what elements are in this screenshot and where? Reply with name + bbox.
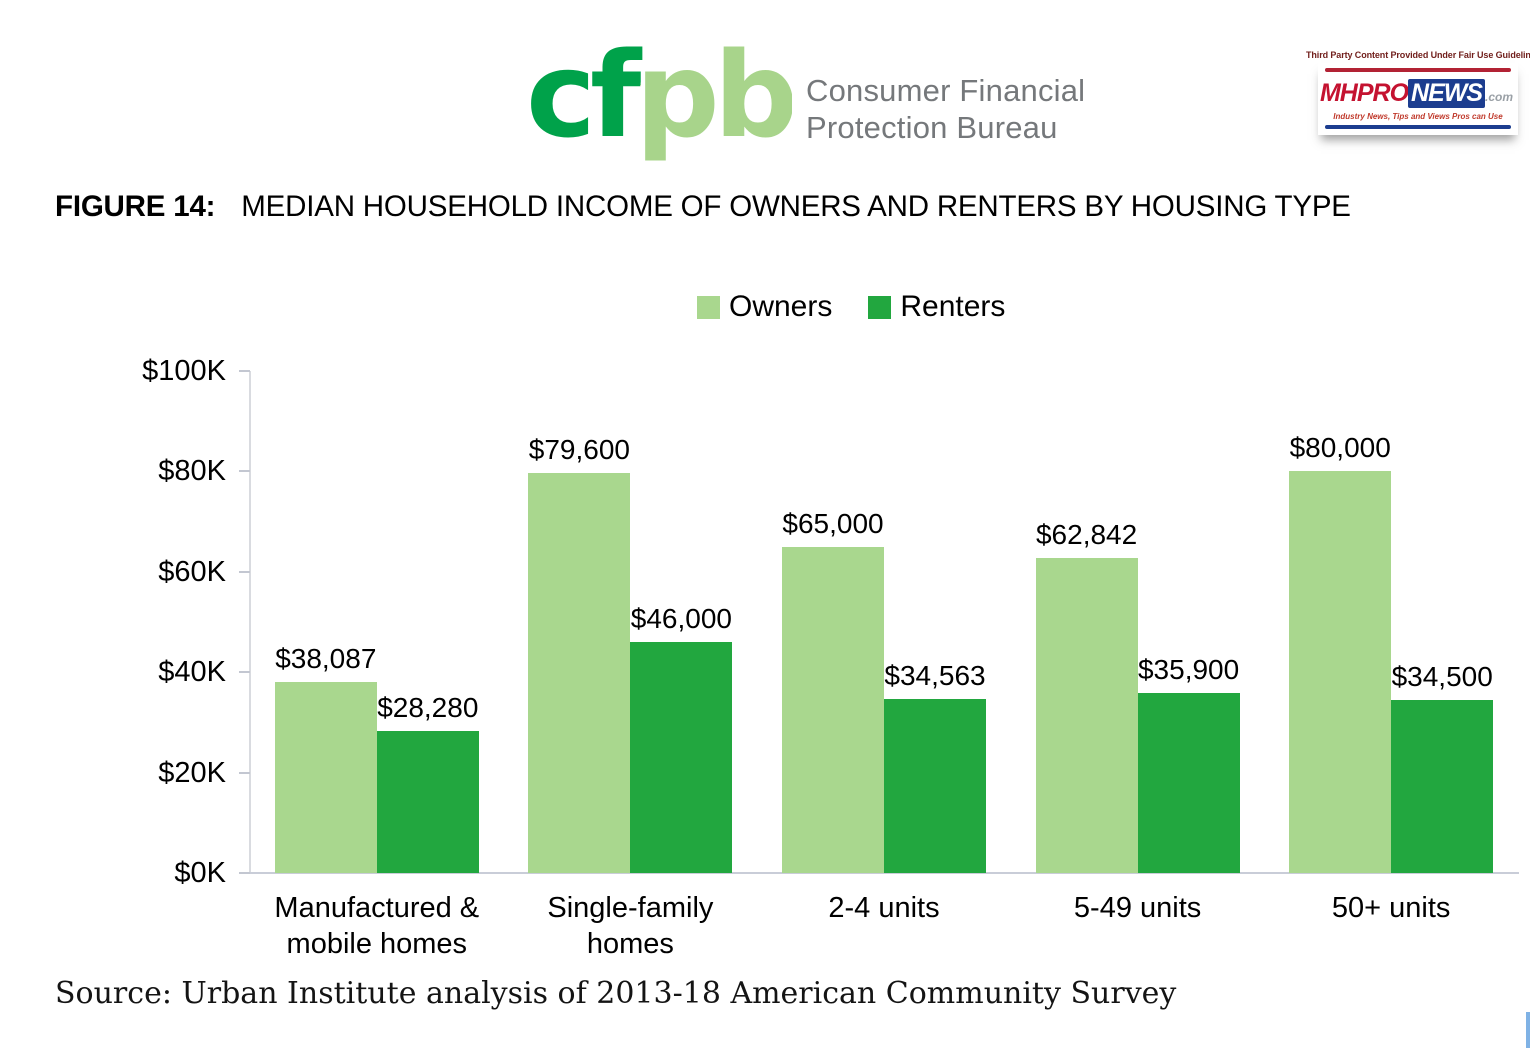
cfpb-logo-icon: cfpb xyxy=(526,20,798,170)
bar-owners-4 xyxy=(1289,471,1392,873)
mhpronews-tagline: Industry News, Tips and Views Pros can U… xyxy=(1333,112,1503,121)
y-tick-mark xyxy=(239,671,250,674)
figure-title-text: MEDIAN HOUSEHOLD INCOME OF OWNERS AND RE… xyxy=(241,190,1351,223)
category-label-line: 50+ units xyxy=(1331,892,1451,924)
mhpronews-mh: MH xyxy=(1319,79,1358,107)
bar-renters-0 xyxy=(376,731,479,873)
category-label-line: mobile homes xyxy=(286,928,468,960)
cfpb-name-line1: Consumer Financial xyxy=(806,73,1086,108)
y-tick-mark xyxy=(239,872,250,874)
bar-owners-2 xyxy=(782,546,884,873)
mhpronews-logo: MH PRO NEWS .com xyxy=(1320,79,1514,108)
bar-renters-1 xyxy=(630,642,733,873)
y-tick-mark xyxy=(239,570,250,573)
bar-value-label-owners-1: $79,600 xyxy=(528,434,630,466)
category-label-line: Manufactured & xyxy=(274,892,480,924)
page-edge-artifact xyxy=(1526,1012,1530,1048)
category-label-line: 5-49 units xyxy=(1073,892,1202,924)
bar-owners-1 xyxy=(528,473,631,873)
figure-number: FIGURE 14: xyxy=(55,190,216,223)
mhpronews-dotcom: .com xyxy=(1485,90,1514,104)
category-label-3: 5-49 units xyxy=(988,890,1288,926)
category-label-4: 50+ units xyxy=(1241,890,1530,926)
owners-swatch-icon xyxy=(697,295,720,319)
y-axis-tick-label: $60K xyxy=(158,555,226,588)
bar-value-label-owners-0: $38,087 xyxy=(275,642,377,674)
cfpb-name-line2: Protection Bureau xyxy=(806,110,1058,145)
chart-legend: Owners Renters xyxy=(697,290,1005,324)
legend-label-renters: Renters xyxy=(900,290,1006,323)
legend-item-owners: Owners xyxy=(697,290,832,324)
mhpronews-pro: PRO xyxy=(1356,79,1409,107)
y-tick-mark xyxy=(239,370,250,372)
renters-swatch-icon xyxy=(868,295,892,319)
bar-value-label-owners-2: $65,000 xyxy=(782,507,884,539)
y-tick-mark xyxy=(239,771,250,774)
legend-label-owners: Owners xyxy=(729,290,833,323)
mhpronews-news: NEWS xyxy=(1408,79,1486,108)
y-axis-tick-label: $0K xyxy=(174,857,226,889)
figure-title: FIGURE 14: MEDIAN HOUSEHOLD INCOME OF OWN… xyxy=(55,190,1351,224)
fair-use-notice: Third Party Content Provided Under Fair … xyxy=(1306,50,1530,60)
bar-renters-4 xyxy=(1391,699,1494,873)
y-axis-tick-label: $80K xyxy=(158,455,226,488)
mhpronews-blue-rule xyxy=(1325,125,1511,129)
bar-owners-0 xyxy=(274,681,377,873)
y-axis-line xyxy=(249,371,251,873)
bar-value-label-renters-0: $28,280 xyxy=(377,692,479,724)
y-axis-tick-label: $40K xyxy=(158,656,226,689)
source-note: Source: Urban Institute analysis of 2013… xyxy=(55,976,1177,1011)
mhpronews-red-rule xyxy=(1325,68,1511,72)
category-label-line: homes xyxy=(586,928,674,960)
cfpb-logo-name: Consumer Financial Protection Bureau xyxy=(806,72,1085,146)
bar-value-label-owners-3: $62,842 xyxy=(1035,518,1138,550)
category-label-1: Single-family homes xyxy=(480,890,780,962)
y-tick-mark xyxy=(239,470,250,473)
x-axis-line xyxy=(249,872,1519,874)
bar-value-label-renters-2: $34,563 xyxy=(884,660,986,692)
bar-value-label-renters-1: $46,000 xyxy=(630,603,732,635)
bar-value-label-renters-4: $34,500 xyxy=(1391,660,1493,692)
mhpronews-card: MH PRO NEWS .com Industry News, Tips and Vi… xyxy=(1318,63,1518,135)
category-label-line: 2-4 units xyxy=(828,892,940,924)
category-label-line: Single-family xyxy=(547,892,714,924)
bar-value-label-renters-3: $35,900 xyxy=(1137,653,1240,685)
legend-item-renters: Renters xyxy=(868,290,1005,324)
mhpronews-badge: Third Party Content Provided Under Fair … xyxy=(1306,50,1530,135)
bar-renters-3 xyxy=(1137,692,1240,873)
category-label-2: 2-4 units xyxy=(734,890,1034,926)
y-axis-tick-label: $20K xyxy=(158,756,226,789)
category-label-0: Manufactured & mobile homes xyxy=(227,890,527,962)
bar-renters-2 xyxy=(884,699,986,873)
y-axis-tick-label: $100K xyxy=(142,355,226,387)
bar-value-label-owners-4: $80,000 xyxy=(1289,432,1391,464)
bar-owners-3 xyxy=(1035,557,1138,873)
